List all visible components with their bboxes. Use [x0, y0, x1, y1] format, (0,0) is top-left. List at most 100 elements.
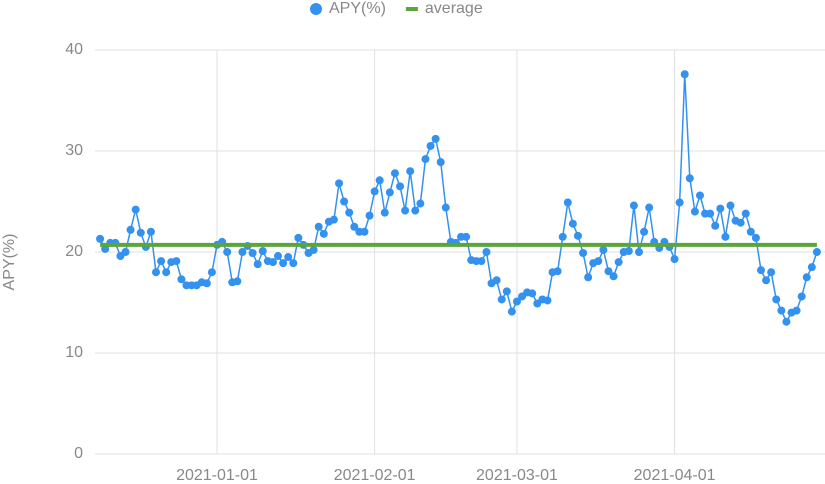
- data-point: [375, 176, 384, 185]
- data-point: [807, 263, 816, 272]
- data-point: [802, 273, 811, 282]
- data-point: [396, 182, 405, 191]
- data-point: [370, 187, 379, 196]
- data-point: [416, 199, 425, 208]
- data-point: [492, 276, 501, 285]
- data-point: [441, 203, 450, 212]
- data-point: [797, 292, 806, 301]
- data-point: [634, 248, 643, 256]
- data-point: [690, 207, 699, 216]
- data-point: [762, 276, 771, 285]
- data-point: [675, 198, 684, 207]
- data-point: [711, 221, 720, 230]
- data-point: [558, 232, 567, 241]
- y-axis-title: APY(%): [1, 234, 18, 291]
- legend-marker: [310, 3, 322, 15]
- data-point: [436, 158, 445, 167]
- data-point: [345, 208, 354, 217]
- data-point: [792, 306, 801, 315]
- data-point: [629, 201, 638, 210]
- data-point: [462, 232, 471, 241]
- x-tick-label: 2021-02-01: [334, 467, 416, 484]
- data-point: [207, 268, 216, 277]
- data-point: [528, 289, 537, 298]
- legend-label: APY(%): [329, 0, 386, 17]
- data-point: [568, 219, 577, 228]
- data-point: [604, 267, 613, 276]
- x-tick-label: 2021-01-01: [176, 467, 258, 484]
- data-point: [645, 203, 654, 212]
- y-tick-label: 0: [74, 445, 83, 462]
- data-point: [421, 155, 430, 164]
- data-point: [157, 257, 166, 266]
- data-point: [782, 317, 791, 326]
- data-point: [279, 259, 288, 268]
- data-point: [614, 258, 623, 267]
- data-point: [573, 231, 582, 240]
- data-point: [274, 252, 283, 261]
- data-point: [172, 257, 181, 266]
- data-point: [360, 227, 369, 236]
- data-point: [309, 245, 318, 254]
- data-point: [685, 174, 694, 183]
- y-tick-label: 30: [65, 142, 83, 159]
- data-point: [507, 307, 516, 316]
- legend-label: average: [425, 0, 483, 17]
- data-point: [502, 287, 511, 296]
- data-point: [131, 205, 140, 214]
- data-point: [497, 295, 506, 304]
- data-point: [812, 248, 821, 256]
- data-point: [736, 218, 745, 227]
- legend-item: average: [405, 0, 483, 17]
- x-tick-label: 2021-03-01: [476, 467, 558, 484]
- data-point: [584, 273, 593, 282]
- data-point: [553, 267, 562, 276]
- data-point: [146, 227, 155, 236]
- data-point: [136, 228, 145, 237]
- data-point: [385, 188, 394, 197]
- data-point: [314, 222, 323, 231]
- y-tick-label: 40: [65, 41, 83, 58]
- data-point: [365, 211, 374, 220]
- data-point: [238, 248, 247, 256]
- data-point: [726, 201, 735, 210]
- data-point: [680, 70, 689, 79]
- data-point: [126, 225, 135, 234]
- data-point: [411, 206, 420, 215]
- data-point: [268, 258, 277, 267]
- data-point: [350, 222, 359, 231]
- data-point: [599, 245, 608, 254]
- data-point: [258, 246, 267, 255]
- data-point: [609, 272, 618, 281]
- data-point: [512, 297, 521, 306]
- data-point: [101, 244, 110, 253]
- data-point: [756, 266, 765, 275]
- data-point: [741, 209, 750, 218]
- data-point: [624, 246, 633, 255]
- x-tick-label: 2021-04-01: [634, 467, 716, 484]
- data-point: [177, 275, 186, 284]
- data-point: [162, 268, 171, 277]
- legend-item: APY(%): [310, 0, 386, 17]
- data-point: [233, 277, 242, 286]
- data-point: [406, 167, 415, 176]
- data-point: [248, 249, 257, 258]
- data-point: [289, 259, 298, 268]
- legend-marker: [405, 7, 418, 11]
- data-point: [253, 260, 262, 269]
- data-point: [401, 206, 410, 215]
- data-point: [121, 248, 130, 256]
- data-point: [767, 268, 776, 277]
- data-point: [223, 248, 232, 256]
- data-point: [340, 197, 349, 206]
- data-point: [329, 215, 338, 224]
- data-point: [721, 232, 730, 241]
- data-point: [594, 257, 603, 266]
- data-point: [716, 204, 725, 213]
- data-point: [695, 191, 704, 200]
- data-point: [543, 296, 552, 305]
- data-point: [202, 279, 211, 288]
- data-point: [380, 208, 389, 217]
- data-point: [390, 169, 399, 178]
